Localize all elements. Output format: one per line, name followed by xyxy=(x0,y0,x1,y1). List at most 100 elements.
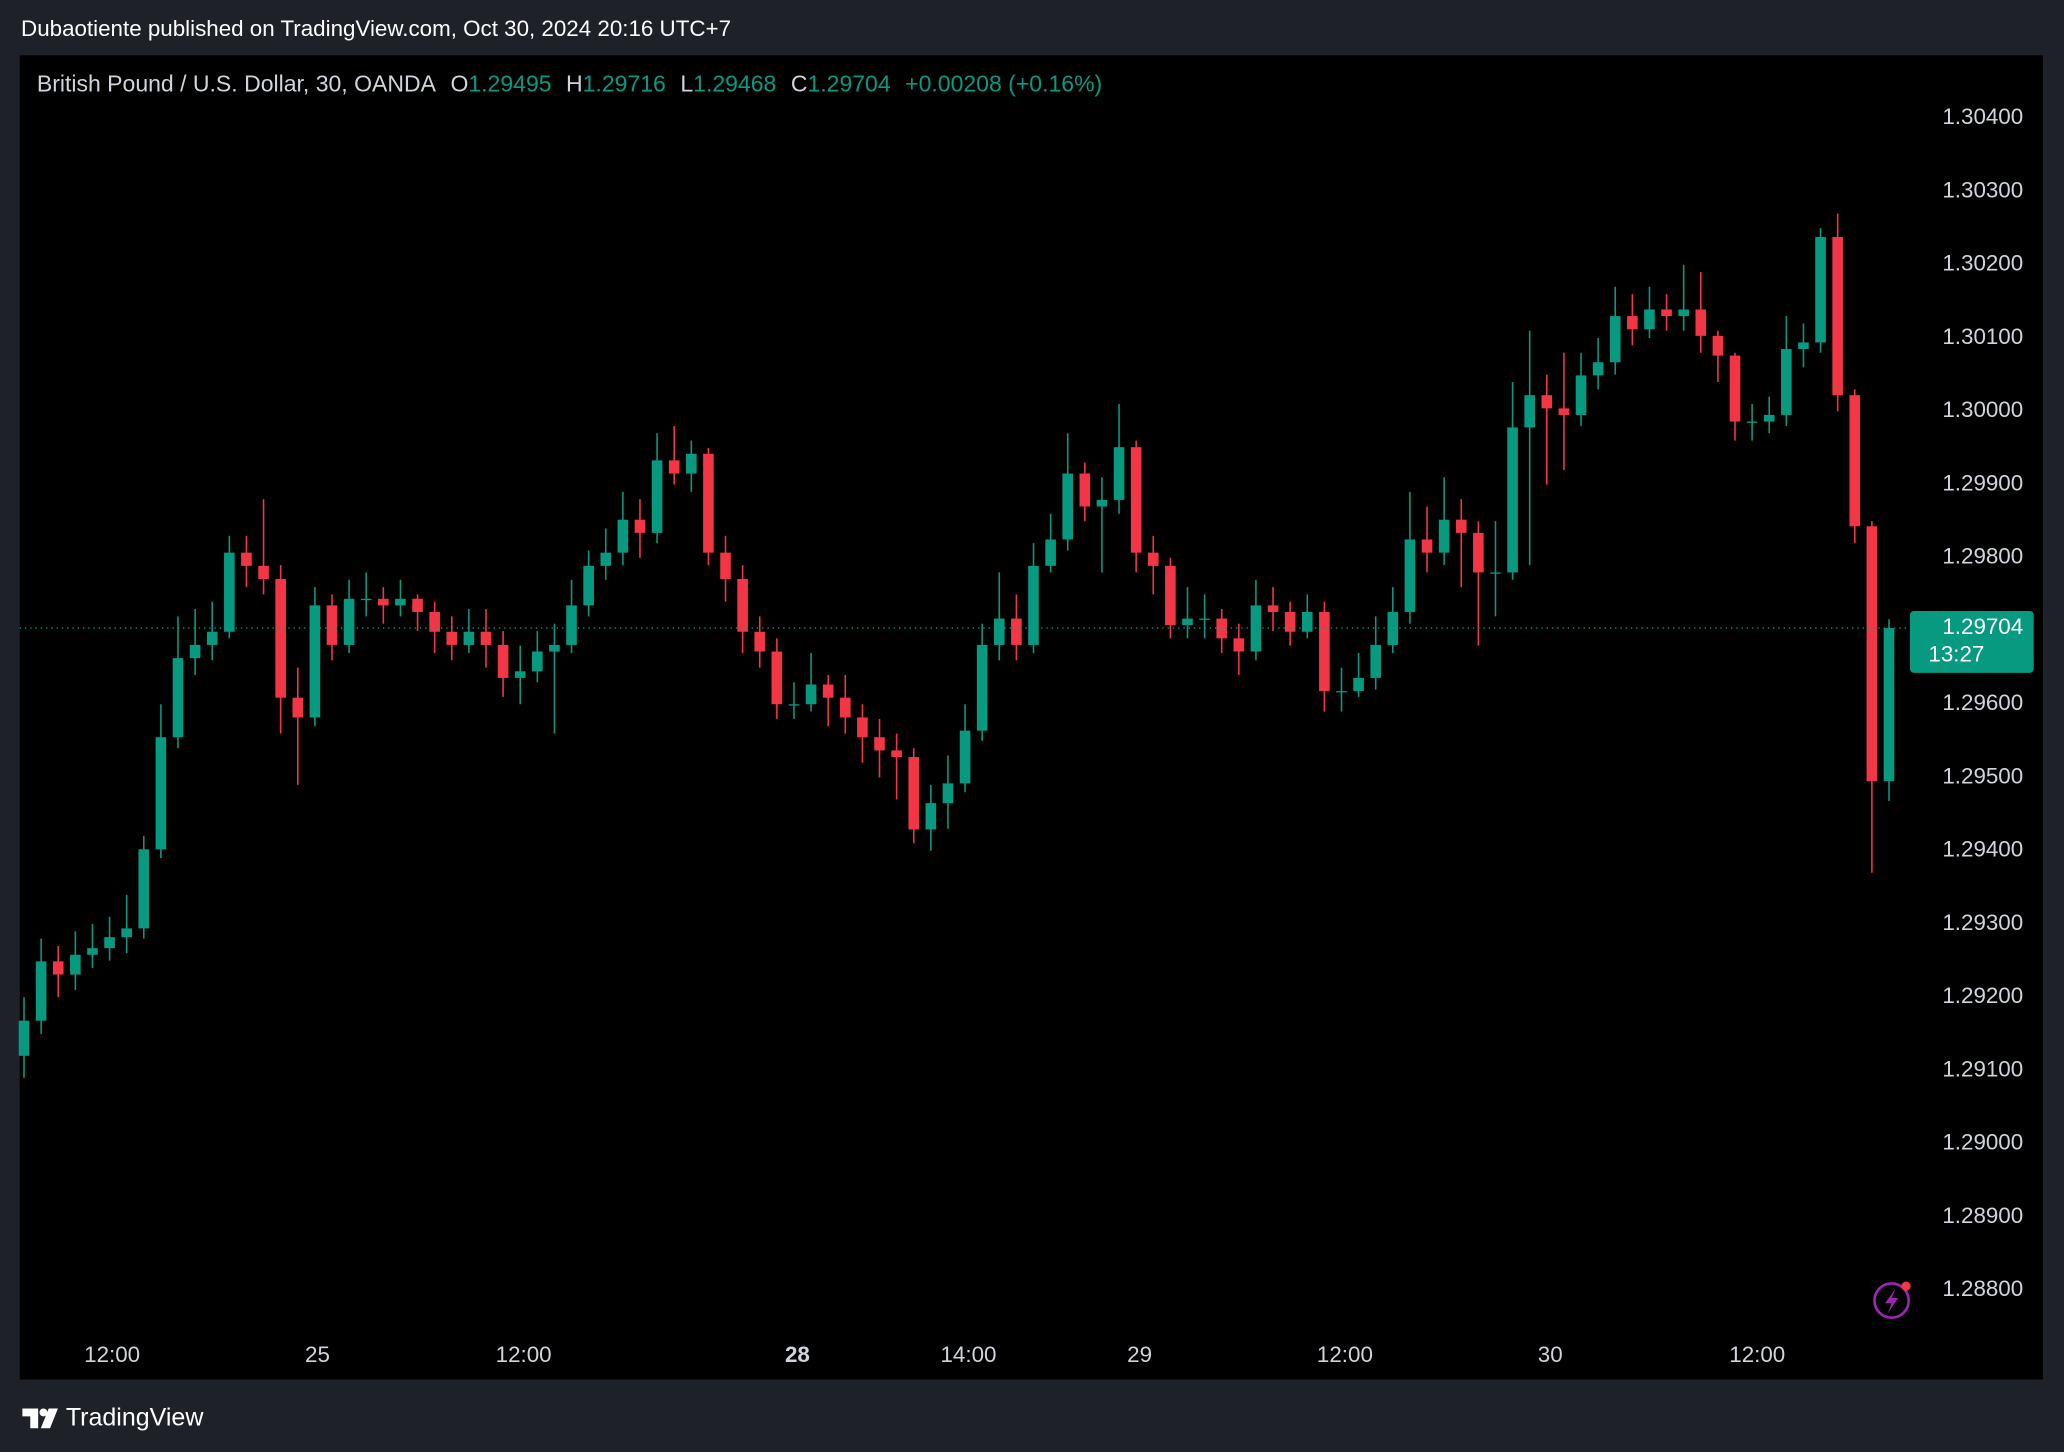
candle-body xyxy=(1661,309,1672,317)
candle-body xyxy=(1866,526,1878,782)
candle-body xyxy=(1370,644,1382,678)
candle-body xyxy=(224,552,235,632)
y-tick-label: 1.29300 xyxy=(1942,910,2023,935)
candle-body xyxy=(651,460,663,533)
y-tick-label: 1.29200 xyxy=(1942,983,2023,1008)
publisher-line: Dubaotiente published on TradingView.com… xyxy=(21,16,731,41)
candle-body xyxy=(1233,638,1245,652)
candle-body xyxy=(908,756,920,830)
candle-body xyxy=(1849,395,1861,527)
brand-name: TradingView xyxy=(66,1404,205,1432)
x-tick-label: 12:00 xyxy=(1729,1342,1785,1367)
candle-body xyxy=(549,644,560,652)
candle-body xyxy=(1455,519,1467,533)
candle-body xyxy=(1507,427,1518,573)
y-tick-label: 1.29900 xyxy=(1942,470,2023,495)
last-price-label: 1.29704 xyxy=(1942,614,2023,639)
y-tick-label: 1.29100 xyxy=(1942,1056,2023,1081)
candle-body xyxy=(976,644,988,731)
candle-body xyxy=(1644,309,1655,330)
candle-body xyxy=(1250,605,1262,652)
candle-body xyxy=(857,717,868,738)
candle-body xyxy=(360,598,372,601)
symbol-title: British Pound / U.S. Dollar, 30, OANDA xyxy=(37,71,437,97)
candle-body xyxy=(1404,539,1416,612)
candle-body xyxy=(275,579,286,698)
candle-body xyxy=(1421,539,1433,553)
candle-body xyxy=(1267,605,1279,612)
candle-body xyxy=(1712,335,1724,356)
candle-body xyxy=(1763,414,1775,422)
candle-body xyxy=(1319,611,1330,692)
candle-body xyxy=(258,565,269,580)
open-value: 1.29495 xyxy=(468,71,551,97)
candle-body xyxy=(1011,618,1022,645)
candle-body xyxy=(805,684,817,705)
candle-body xyxy=(1609,316,1621,363)
candle-body xyxy=(87,948,98,955)
candle-body xyxy=(617,519,629,553)
candle-body xyxy=(1045,539,1056,566)
close-label: C xyxy=(791,71,808,97)
candle-body xyxy=(1028,565,1039,645)
candle-body xyxy=(1575,375,1587,415)
candle-body xyxy=(35,961,47,1021)
x-tick-label: 25 xyxy=(305,1342,330,1367)
candle-body xyxy=(1130,447,1142,553)
candle-body xyxy=(1524,395,1535,428)
candle-body xyxy=(1062,473,1074,540)
candle-body xyxy=(463,631,475,645)
candle-body xyxy=(1199,618,1210,620)
candle-body xyxy=(737,579,748,632)
candle-body xyxy=(1729,355,1741,422)
candle-body xyxy=(1387,611,1399,645)
candle-body xyxy=(1592,362,1604,376)
icon-dot[interactable] xyxy=(1901,1281,1911,1291)
y-tick-label: 1.28900 xyxy=(1942,1203,2023,1228)
candle-body xyxy=(1182,618,1193,626)
low-label: L xyxy=(680,71,693,97)
last-price-box xyxy=(1909,610,2034,673)
countdown-label: 13:27 xyxy=(1928,642,1984,667)
logo-slash xyxy=(40,1408,58,1429)
candle-body xyxy=(771,651,783,705)
y-tick-label: 1.30000 xyxy=(1942,397,2023,422)
candle-body xyxy=(874,737,885,751)
change-value: +0.00208 (+0.16%) xyxy=(905,71,1102,97)
candle-body xyxy=(754,631,766,652)
candle-body xyxy=(18,1020,30,1056)
x-tick-label: 28 xyxy=(785,1342,810,1367)
candle-body xyxy=(1541,395,1553,409)
icon-ring[interactable] xyxy=(1873,1282,1910,1320)
candle-body xyxy=(600,552,612,566)
y-tick-label: 1.30100 xyxy=(1942,324,2023,349)
candle-body xyxy=(634,519,646,533)
candle-body xyxy=(1781,349,1792,415)
candle-body xyxy=(172,658,184,738)
candle-body xyxy=(1353,677,1364,692)
brand-logo: TradingView xyxy=(22,1404,204,1432)
candle-body xyxy=(121,928,132,938)
x-tick-label: 12:00 xyxy=(84,1342,140,1367)
candle-body xyxy=(959,730,971,784)
candle-body xyxy=(1798,342,1809,350)
high-label: H xyxy=(566,71,583,97)
candle-body xyxy=(480,631,492,645)
candle-body xyxy=(1301,611,1313,632)
candle-body xyxy=(395,598,406,606)
lightning-icon[interactable] xyxy=(1873,1281,1911,1320)
x-tick-label: 14:00 xyxy=(941,1342,997,1367)
candle-body xyxy=(326,605,338,645)
plot: 1.30400 1.30300 1.30200 1.30100 1.30000 1.299… xyxy=(18,104,2034,1367)
x-tick-label: 30 xyxy=(1538,1342,1563,1367)
candle-body xyxy=(52,961,64,975)
candle-body xyxy=(1678,309,1689,317)
candle-body xyxy=(429,611,440,632)
candle-body xyxy=(720,552,731,580)
y-tick-label: 1.29500 xyxy=(1942,763,2023,788)
icon-bolt[interactable] xyxy=(1884,1288,1899,1314)
y-tick-label: 1.29600 xyxy=(1942,690,2023,715)
low-value: 1.29468 xyxy=(693,71,776,97)
candle-body xyxy=(1113,447,1125,500)
